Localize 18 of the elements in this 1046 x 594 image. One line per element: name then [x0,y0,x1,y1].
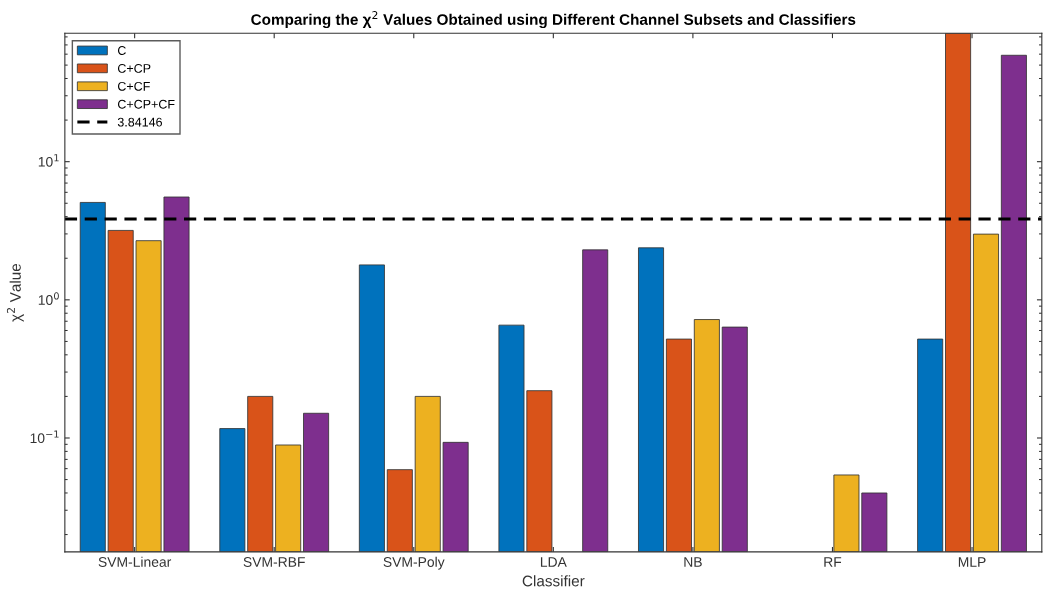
x-tick-label: SVM-RBF [243,557,305,567]
y-tick-label: 10$^{0}$ [38,292,59,305]
legend-label: C+CF [117,81,150,91]
legend-label: C+CP [117,64,151,73]
x-tick-label: SVM-Linear [98,556,172,567]
y-tick-label: 10$^{−1}$ [30,430,59,444]
x-tick-label: RF [824,557,842,567]
x-tick-label: LDA [540,557,567,567]
legend-label: 3.84146 [117,117,162,127]
chart-title: Comparing the χ$^{2}$ Values Obtained using Different Channel Subsets and Classifiers [251,11,856,29]
legend-label: C [117,46,126,55]
y-axis-title: χ$^{2}$ Value [6,263,24,322]
y-tick-label: 10$^{1}$ [38,154,59,167]
legend-label: C+CP+CF [117,99,175,109]
x-axis-title: Classifier [522,575,585,587]
x-tick-label: SVM-Poly [383,556,445,570]
x-tick-label: NB [684,557,702,567]
x-tick-label: MLP [958,557,986,567]
